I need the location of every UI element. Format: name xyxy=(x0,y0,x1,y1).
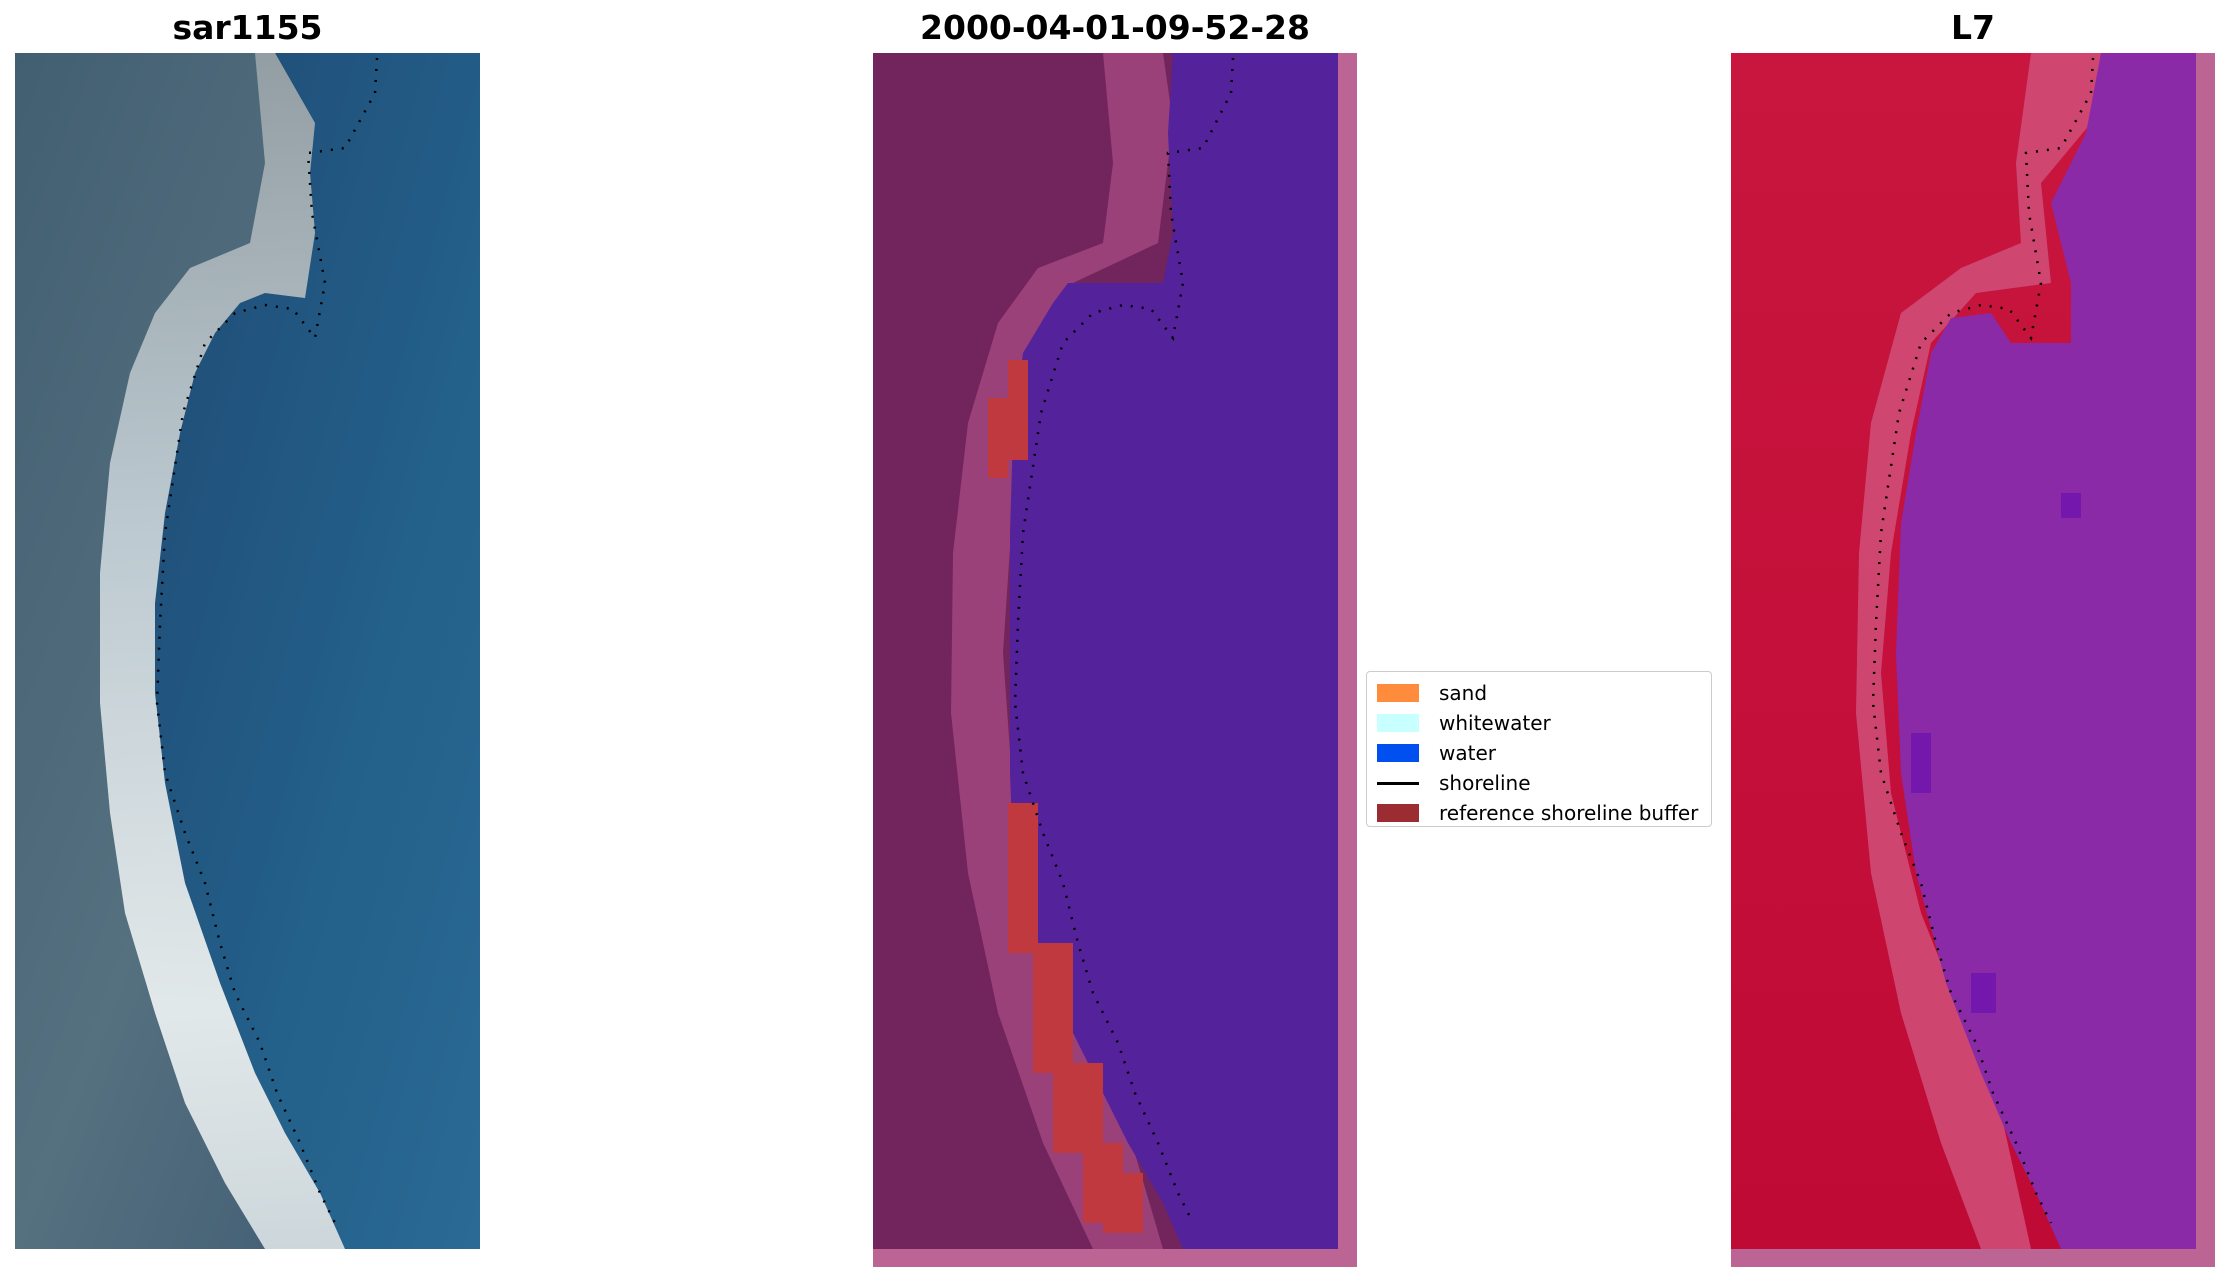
legend-swatch-reference-buffer xyxy=(1377,804,1419,822)
l7-water-dark-patches xyxy=(1911,493,2081,1013)
legend-swatch-whitewater xyxy=(1377,714,1419,732)
legend-swatch-sand xyxy=(1377,684,1419,702)
legend: sand whitewater water shoreline referenc… xyxy=(1366,671,1712,827)
legend-label-sand: sand xyxy=(1439,681,1488,705)
l7-shoreline xyxy=(1871,57,2095,1224)
panel-title-classified: 2000-04-01-09-52-28 xyxy=(920,8,1310,47)
panel-title-mndwi: L7 xyxy=(1951,8,1995,47)
legend-item-sand: sand xyxy=(1377,678,1701,708)
rgb-water xyxy=(155,53,480,1249)
legend-swatch-water xyxy=(1377,744,1419,762)
classified-water xyxy=(1010,53,1338,1249)
legend-label-water: water xyxy=(1439,741,1496,765)
legend-label-reference-buffer: reference shoreline buffer xyxy=(1439,801,1699,825)
rgb-shoreline xyxy=(155,57,379,1224)
classified-shoreline xyxy=(1013,57,1235,1224)
classified-transition xyxy=(951,53,1173,1249)
rgb-beach xyxy=(100,53,345,1249)
legend-label-whitewater: whitewater xyxy=(1439,711,1551,735)
l7-water xyxy=(1896,53,2196,1249)
rgb-image xyxy=(15,53,480,1249)
legend-item-shoreline: shoreline xyxy=(1377,768,1701,798)
legend-item-water: water xyxy=(1377,738,1701,768)
reference-shoreline-buffer xyxy=(988,360,1143,1233)
legend-item-reference-buffer: reference shoreline buffer xyxy=(1377,798,1701,828)
l7-transition xyxy=(1856,53,2101,1249)
l7-image xyxy=(1731,53,2215,1267)
classified-image-panel xyxy=(873,53,1357,1267)
l7-image-panel xyxy=(1731,53,2215,1267)
legend-label-shoreline: shoreline xyxy=(1439,771,1531,795)
legend-swatch-shoreline xyxy=(1377,781,1419,785)
rgb-image-panel xyxy=(15,53,480,1249)
legend-item-whitewater: whitewater xyxy=(1377,708,1701,738)
classified-image xyxy=(873,53,1357,1267)
panel-title-rgb: sar1155 xyxy=(172,8,323,47)
